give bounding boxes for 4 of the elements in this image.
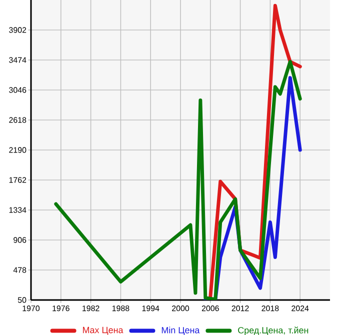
legend-label: Сред.Цена, т.йен (238, 326, 308, 335)
line-series (54, 60, 302, 300)
legend-label: Min Цена (162, 326, 200, 335)
legend-label: Max Цена (83, 326, 124, 335)
